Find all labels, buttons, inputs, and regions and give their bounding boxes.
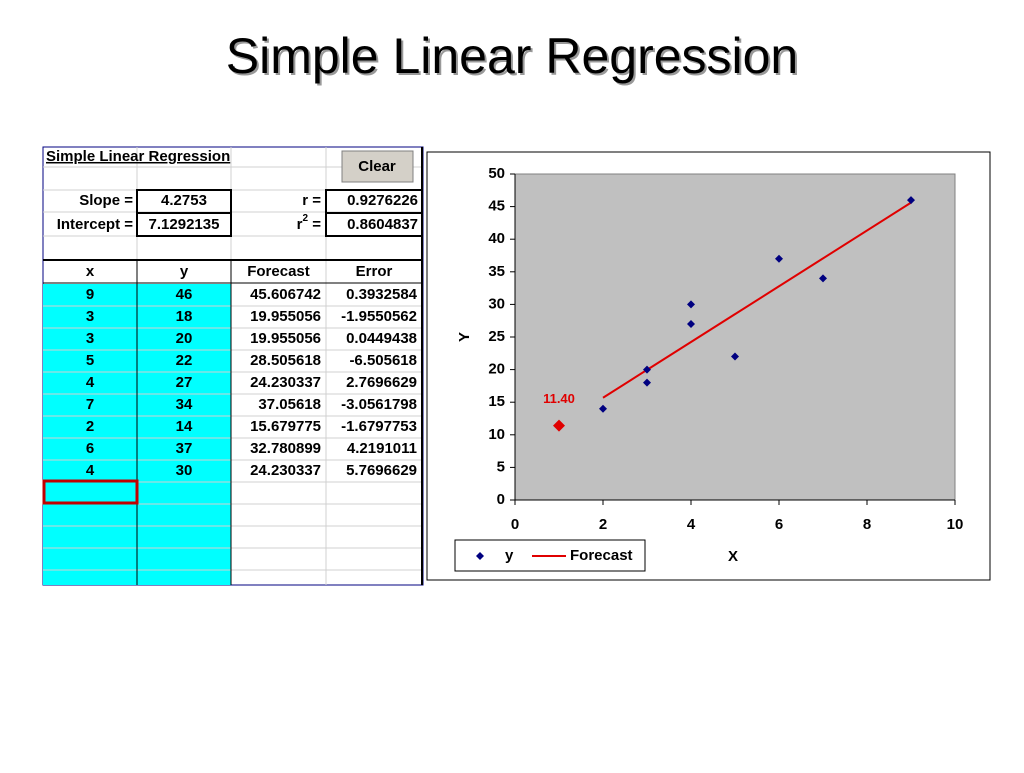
table-cell: 7 (86, 396, 94, 413)
legend-marker (476, 552, 484, 560)
table-cell: 45.606742 (250, 286, 321, 303)
r2-label-exp: 2 (303, 213, 309, 224)
data-point (643, 378, 651, 387)
table-cell: -6.505618 (349, 352, 417, 369)
table-cell: 22 (176, 352, 193, 369)
data-point (775, 254, 783, 263)
slope-value: 4.2753 (161, 192, 207, 209)
legend-label: y (505, 547, 514, 564)
y-tick-label: 15 (488, 393, 505, 410)
y-tick-label: 0 (497, 491, 505, 508)
table-cell: 34 (176, 396, 193, 413)
table-cell: 0.0449438 (346, 330, 417, 347)
table-cell: 46 (176, 286, 193, 303)
data-point (819, 274, 827, 283)
x-tick-label: 2 (599, 516, 607, 533)
data-point (599, 404, 607, 413)
table-cell: 18 (176, 308, 193, 325)
table-cell: 27 (176, 374, 193, 391)
data-point (731, 352, 739, 361)
column-header: y (180, 263, 189, 280)
table-cell: 19.955056 (250, 308, 321, 325)
y-tick-label: 25 (488, 328, 505, 345)
y-tick-label: 10 (488, 426, 505, 443)
table-cell: 19.955056 (250, 330, 321, 347)
table-cell: 3 (86, 308, 94, 325)
table-cell: 0.3932584 (346, 286, 418, 303)
slide-title: Simple Linear Regression (226, 28, 799, 84)
x-tick-label: 4 (687, 516, 696, 533)
table-cell: 6 (86, 440, 94, 457)
table-cell: 28.505618 (250, 352, 321, 369)
table-cell: 3 (86, 330, 94, 347)
slope-label: Slope = (79, 192, 133, 209)
intercept-label: Intercept = (57, 216, 134, 233)
y-tick-label: 30 (488, 295, 505, 312)
table-cell: -3.0561798 (341, 396, 417, 413)
intercept-value: 7.1292135 (149, 216, 220, 233)
clear-button[interactable] (341, 150, 414, 183)
table-cell: 2 (86, 418, 94, 435)
table-cell: 24.230337 (250, 462, 321, 479)
table-cell: 37.05618 (258, 396, 321, 413)
y-tick-label: 5 (497, 458, 505, 475)
table-cell: 20 (176, 330, 193, 347)
table-cell: -1.6797753 (341, 418, 417, 435)
forecast-point (553, 419, 565, 432)
clear-button-label: Clear (358, 158, 396, 175)
column-header: x (86, 263, 95, 280)
table-cell: 5.7696629 (346, 462, 417, 479)
table-cell: 14 (176, 418, 193, 435)
data-point (643, 365, 651, 374)
r-value: 0.9276226 (347, 192, 418, 209)
table-cell: 15.679775 (250, 418, 321, 435)
r-label: r = (302, 192, 321, 209)
legend-label: Forecast (570, 547, 633, 564)
table-cell: 32.780899 (250, 440, 321, 457)
r2-label: r2 = (297, 213, 322, 233)
plot-area (514, 173, 956, 501)
x-axis-label: X (728, 548, 738, 565)
r2-value: 0.8604837 (347, 216, 418, 233)
x-tick-label: 8 (863, 516, 871, 533)
column-header: Forecast (247, 263, 310, 280)
table-cell: 37 (176, 440, 193, 457)
forecast-point-label: 11.40 (543, 391, 575, 406)
selected-cell (42, 479, 139, 505)
table-cell: 4 (86, 462, 95, 479)
column-header: Error (356, 263, 393, 280)
r2-label-r: r (297, 216, 303, 233)
table-cell: 2.7696629 (346, 374, 417, 391)
table-cell: -1.9550562 (341, 308, 417, 325)
table-cell: 5 (86, 352, 94, 369)
y-tick-label: 35 (488, 263, 505, 280)
y-tick-label: 20 (488, 361, 505, 378)
data-point (687, 319, 695, 328)
table-cell: 24.230337 (250, 374, 321, 391)
r2-label-eq: = (308, 216, 321, 233)
table-cell: 4.2191011 (347, 440, 417, 457)
data-point (687, 300, 695, 309)
x-tick-label: 0 (511, 516, 519, 533)
y-tick-label: 50 (488, 165, 505, 182)
x-tick-label: 10 (947, 516, 964, 533)
y-tick-label: 40 (488, 230, 505, 247)
table-cell: 9 (86, 286, 94, 303)
data-point (907, 196, 915, 205)
table-cell: 30 (176, 462, 193, 479)
table-cell: 4 (86, 374, 95, 391)
slide-title-shadow: Simple Linear Regression (228, 30, 801, 86)
forecast-line (602, 201, 912, 399)
x-tick-label: 6 (775, 516, 783, 533)
sheet-title: Simple Linear Regression (46, 148, 230, 165)
y-axis-label: Y (456, 332, 473, 342)
y-tick-label: 45 (488, 198, 505, 215)
